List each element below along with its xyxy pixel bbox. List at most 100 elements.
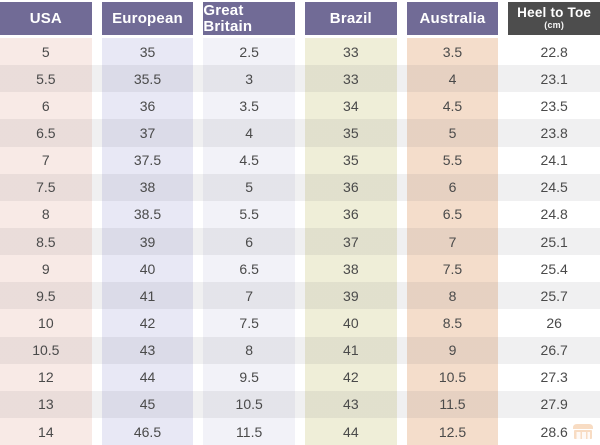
table-cell: 41 [304,336,397,364]
table-cell: 4.5 [203,146,295,174]
table-cell: 35 [304,119,397,147]
table-cell: 26 [508,309,600,337]
column-header-label: Brazil [329,9,372,27]
table-cell: 5 [203,173,295,201]
table-cell: 12 [0,363,92,391]
table-cell: 6 [0,92,92,120]
table-cell: 41 [101,282,194,310]
table-cell: 27.9 [508,390,600,418]
table-cell: 8.5 [406,309,499,337]
table-body: 5 35 2.5 33 3.5 22.8 5.5 35.5 3 33 4 23.… [0,38,600,445]
table-cell: 7.5 [0,173,92,201]
table-cell: 46.5 [101,417,194,445]
column-header-label: USA [29,9,62,27]
table-cell: 7 [203,282,295,310]
table-cell: 36 [101,92,194,120]
table-row: 10 42 7.5 40 8.5 26 [0,309,600,337]
table-cell: 8 [0,200,92,228]
table-cell: 4 [406,65,499,93]
table-cell: 9.5 [203,363,295,391]
table-cell: 28.6 [508,417,600,445]
table-cell: 10.5 [0,336,92,364]
table-cell: 4.5 [406,92,499,120]
table-cell: 8.5 [0,227,92,256]
table-header-row: USA European Great Britain Brazil Austra… [0,0,600,38]
table-cell: 11.5 [203,417,295,445]
table-cell: 24.5 [508,173,600,201]
table-cell: 39 [304,282,397,310]
table-cell: 10.5 [406,363,499,391]
table-cell: 9 [0,255,92,283]
table-cell: 8 [406,282,499,310]
table-cell: 5.5 [406,146,499,174]
table-cell: 40 [304,309,397,337]
table-row: 6 36 3.5 34 4.5 23.5 [0,92,600,120]
table-cell: 6.5 [406,200,499,228]
table-cell: 38 [101,173,194,201]
table-cell: 11.5 [406,390,499,418]
table-cell: 43 [304,390,397,418]
column-header-heel-to-toe: Heel to Toe (cm) [508,2,600,35]
table-cell: 13 [0,390,92,418]
table-cell: 25.4 [508,255,600,283]
table-row: 5.5 35.5 3 33 4 23.1 [0,65,600,93]
table-row: 6.5 37 4 35 5 23.8 [0,119,600,147]
table-cell: 6.5 [203,255,295,283]
table-cell: 44 [304,417,397,445]
table-cell: 5.5 [203,200,295,228]
table-cell: 2.5 [203,38,295,66]
table-cell: 10.5 [203,390,295,418]
table-cell: 37 [101,119,194,147]
table-cell: 9 [406,336,499,364]
table-cell: 8 [203,336,295,364]
column-header-australia: Australia [406,2,499,35]
table-cell: 42 [101,309,194,337]
table-cell: 45 [101,390,194,418]
table-cell: 22.8 [508,38,600,66]
table-row: 13 45 10.5 43 11.5 27.9 [0,390,600,418]
table-cell: 5 [406,119,499,147]
table-cell: 6 [203,227,295,256]
table-cell: 7 [0,146,92,174]
table-cell: 7.5 [203,309,295,337]
table-cell: 35 [101,38,194,66]
column-header-unit: (cm) [544,20,565,31]
table-cell: 5 [0,38,92,66]
table-cell: 23.8 [508,119,600,147]
table-row: 8 38.5 5.5 36 6.5 24.8 [0,200,600,228]
table-cell: 3.5 [406,38,499,66]
table-cell: 38.5 [101,200,194,228]
table-cell: 23.5 [508,92,600,120]
column-header-label: Great Britain [203,1,253,35]
table-cell: 25.1 [508,227,600,256]
table-cell: 36 [304,173,397,201]
column-header-label: Heel to Toe [517,5,592,21]
table-cell: 26.7 [508,336,600,364]
table-cell: 37 [304,227,397,256]
table-cell: 3 [203,65,295,93]
table-cell: 34 [304,92,397,120]
table-cell: 10 [0,309,92,337]
table-row: 14 46.5 11.5 44 12.5 28.6 [0,417,600,445]
table-cell: 6.5 [0,119,92,147]
table-cell: 43 [101,336,194,364]
column-header-label: European [112,9,183,27]
table-cell: 33 [304,65,397,93]
table-cell: 36 [304,200,397,228]
column-header-european: European [101,2,194,35]
column-header-great-britain: Great Britain [203,2,295,35]
table-cell: 24.8 [508,200,600,228]
table-cell: 3.5 [203,92,295,120]
table-cell: 35.5 [101,65,194,93]
table-cell: 42 [304,363,397,391]
column-header-label: Australia [419,9,486,27]
table-cell: 39 [101,227,194,256]
table-cell: 6 [406,173,499,201]
table-cell: 4 [203,119,295,147]
table-cell: 12.5 [406,417,499,445]
table-row: 7 37.5 4.5 35 5.5 24.1 [0,146,600,174]
table-cell: 33 [304,38,397,66]
table-cell: 44 [101,363,194,391]
table-cell: 5.5 [0,65,92,93]
